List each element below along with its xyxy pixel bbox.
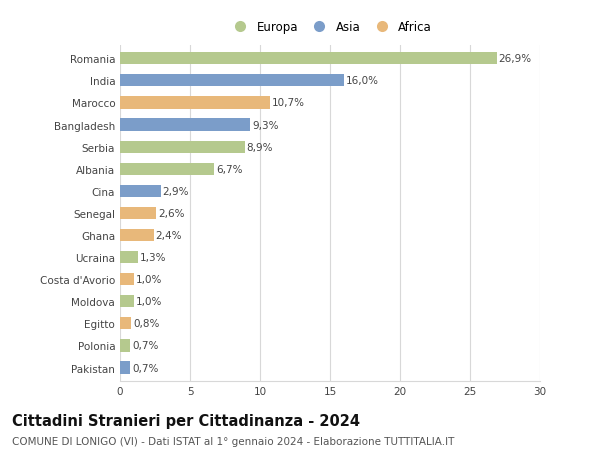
Bar bbox=[120, 252, 138, 263]
Bar bbox=[120, 362, 130, 374]
Bar bbox=[120, 75, 344, 87]
Text: 16,0%: 16,0% bbox=[346, 76, 379, 86]
Text: 1,0%: 1,0% bbox=[136, 297, 163, 307]
Text: 0,7%: 0,7% bbox=[132, 341, 158, 351]
Text: 6,7%: 6,7% bbox=[216, 164, 242, 174]
Bar bbox=[120, 119, 250, 131]
Text: 2,6%: 2,6% bbox=[158, 208, 185, 218]
Text: 10,7%: 10,7% bbox=[272, 98, 305, 108]
Text: 8,9%: 8,9% bbox=[247, 142, 273, 152]
Text: 2,4%: 2,4% bbox=[156, 230, 182, 241]
Text: 26,9%: 26,9% bbox=[499, 54, 532, 64]
Bar bbox=[120, 274, 134, 285]
Bar bbox=[120, 340, 130, 352]
Text: 0,7%: 0,7% bbox=[132, 363, 158, 373]
Bar bbox=[120, 230, 154, 241]
Text: 9,3%: 9,3% bbox=[253, 120, 279, 130]
Bar bbox=[120, 296, 134, 308]
Text: 1,3%: 1,3% bbox=[140, 252, 167, 263]
Bar bbox=[120, 53, 497, 65]
Bar bbox=[120, 97, 270, 109]
Bar bbox=[120, 207, 157, 219]
Text: 0,8%: 0,8% bbox=[133, 319, 160, 329]
Bar bbox=[120, 163, 214, 175]
Text: Cittadini Stranieri per Cittadinanza - 2024: Cittadini Stranieri per Cittadinanza - 2… bbox=[12, 413, 360, 428]
Text: 2,9%: 2,9% bbox=[163, 186, 189, 196]
Bar bbox=[120, 318, 131, 330]
Bar bbox=[120, 185, 161, 197]
Text: 1,0%: 1,0% bbox=[136, 274, 163, 285]
Bar bbox=[120, 141, 245, 153]
Text: COMUNE DI LONIGO (VI) - Dati ISTAT al 1° gennaio 2024 - Elaborazione TUTTITALIA.: COMUNE DI LONIGO (VI) - Dati ISTAT al 1°… bbox=[12, 436, 454, 446]
Legend: Europa, Asia, Africa: Europa, Asia, Africa bbox=[226, 18, 434, 36]
